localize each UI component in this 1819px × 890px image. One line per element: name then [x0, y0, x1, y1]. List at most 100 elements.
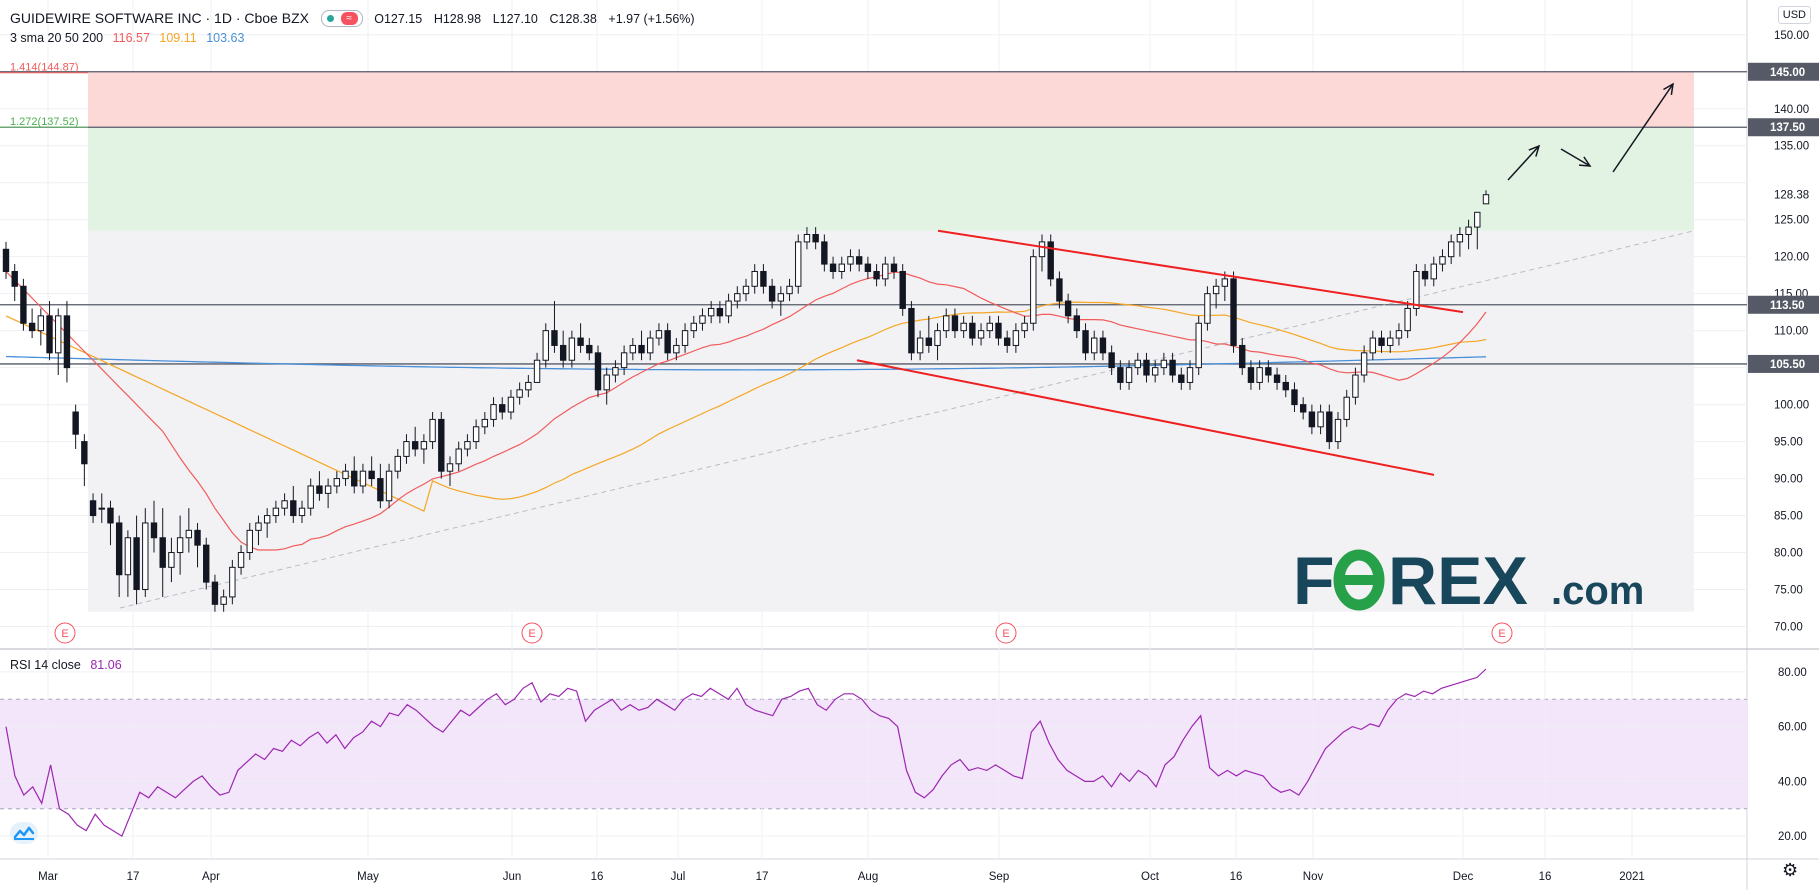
- candle: [176, 537, 184, 554]
- candle: [1404, 307, 1411, 332]
- price-level-tag-text: 137.50: [1770, 122, 1805, 134]
- candle: [115, 522, 123, 576]
- price-tick-label: 135.00: [1774, 141, 1809, 153]
- candle: [1369, 337, 1377, 354]
- candle: [821, 241, 828, 265]
- arrow-head: [1528, 144, 1541, 157]
- candle: [638, 344, 645, 354]
- candle: [812, 233, 819, 243]
- candle: [342, 470, 349, 480]
- candle: [464, 441, 471, 450]
- candle: [629, 344, 637, 354]
- status-badge[interactable]: ≈: [320, 10, 363, 28]
- candle: [1282, 381, 1289, 391]
- candle: [986, 322, 993, 332]
- candle: [916, 337, 924, 354]
- time-tick-label: 17: [756, 871, 769, 883]
- rsi-line: [5, 668, 1487, 837]
- wave-icon: [13, 826, 35, 840]
- candle: [1064, 300, 1072, 317]
- time-tick-label: Oct: [1141, 871, 1160, 883]
- candle: [377, 478, 384, 502]
- candle: [411, 441, 419, 450]
- candle: [159, 537, 166, 568]
- time-tick-label: 16: [591, 871, 604, 883]
- sma-label[interactable]: 3 sma 20 50 200: [10, 31, 104, 45]
- price-level-tag: 105.50: [1748, 354, 1819, 373]
- candle: [37, 315, 45, 332]
- rsi-tick-label: 80.00: [1778, 667, 1807, 679]
- candle: [63, 315, 71, 369]
- candle: [1299, 404, 1307, 413]
- candle: [1360, 352, 1368, 376]
- time-tick-label: Jul: [671, 871, 686, 883]
- candle: [1273, 374, 1281, 383]
- candle: [1056, 278, 1063, 302]
- logo-text-left: F: [1293, 546, 1335, 618]
- candle: [20, 285, 27, 324]
- candle: [1073, 315, 1081, 332]
- candle: [1334, 418, 1342, 443]
- candle: [1308, 411, 1316, 428]
- candle: [1003, 337, 1011, 346]
- candle: [351, 470, 358, 487]
- rsi-label[interactable]: RSI 14 close: [10, 658, 81, 672]
- candle: [1326, 411, 1333, 443]
- candle: [507, 396, 515, 413]
- candle: [1439, 256, 1446, 265]
- logo-text-right: REX: [1388, 546, 1528, 618]
- earnings-label: E: [61, 628, 68, 640]
- price-level-tag-text: 145.00: [1770, 67, 1805, 79]
- channel-lower-line: [856, 359, 1435, 476]
- candle: [890, 263, 898, 272]
- candle: [525, 381, 532, 391]
- candle: [707, 307, 715, 317]
- time-tick-label: 17: [127, 871, 140, 883]
- candle: [1221, 278, 1229, 287]
- arrow-shaft: [1612, 83, 1674, 173]
- candle: [420, 441, 428, 450]
- candle: [586, 344, 593, 354]
- candle: [298, 507, 306, 517]
- candle: [1212, 285, 1220, 295]
- candle: [194, 529, 201, 546]
- candle: [768, 285, 776, 302]
- candle: [925, 337, 933, 346]
- market-status-dot: [326, 15, 334, 23]
- projection-arrow-target: [1612, 82, 1674, 173]
- ohlc-low: L127.10: [492, 12, 538, 26]
- price-level-tag-bg: [1748, 62, 1819, 81]
- price-level-tag: 137.50: [1748, 118, 1819, 137]
- symbol-title[interactable]: GUIDEWIRE SOFTWARE INC · 1D · Cboe BZX: [10, 10, 309, 26]
- currency-badge[interactable]: USD: [1777, 6, 1811, 24]
- candle: [1447, 241, 1455, 258]
- candle: [1230, 278, 1237, 346]
- candle: [734, 293, 741, 302]
- candle: [873, 270, 880, 280]
- fib-1272-zone: [88, 127, 1694, 231]
- candle: [107, 507, 114, 524]
- candle: [1169, 359, 1176, 376]
- candle: [403, 441, 410, 457]
- time-tick-label: Apr: [202, 871, 220, 883]
- candle: [690, 322, 697, 332]
- candle: [133, 537, 140, 591]
- candle: [795, 241, 802, 287]
- candle: [760, 270, 767, 287]
- fib-1272-label: 1.272(137.52): [10, 116, 79, 128]
- candle: [359, 470, 367, 487]
- rsi-tick-label: 20.00: [1778, 831, 1807, 843]
- candle: [1047, 241, 1054, 280]
- time-tick-label: 16: [1539, 871, 1552, 883]
- price-level-tag: 145.00: [1748, 62, 1819, 81]
- price-level-tag-bg: [1748, 354, 1819, 373]
- candle: [446, 463, 454, 472]
- candle: [124, 537, 132, 576]
- logo-zero-icon: [1333, 549, 1385, 611]
- candle: [429, 418, 436, 443]
- candle: [664, 330, 671, 354]
- tradingview-logo[interactable]: [10, 822, 38, 844]
- candle: [333, 478, 341, 487]
- gear-icon[interactable]: ⚙: [1782, 860, 1799, 880]
